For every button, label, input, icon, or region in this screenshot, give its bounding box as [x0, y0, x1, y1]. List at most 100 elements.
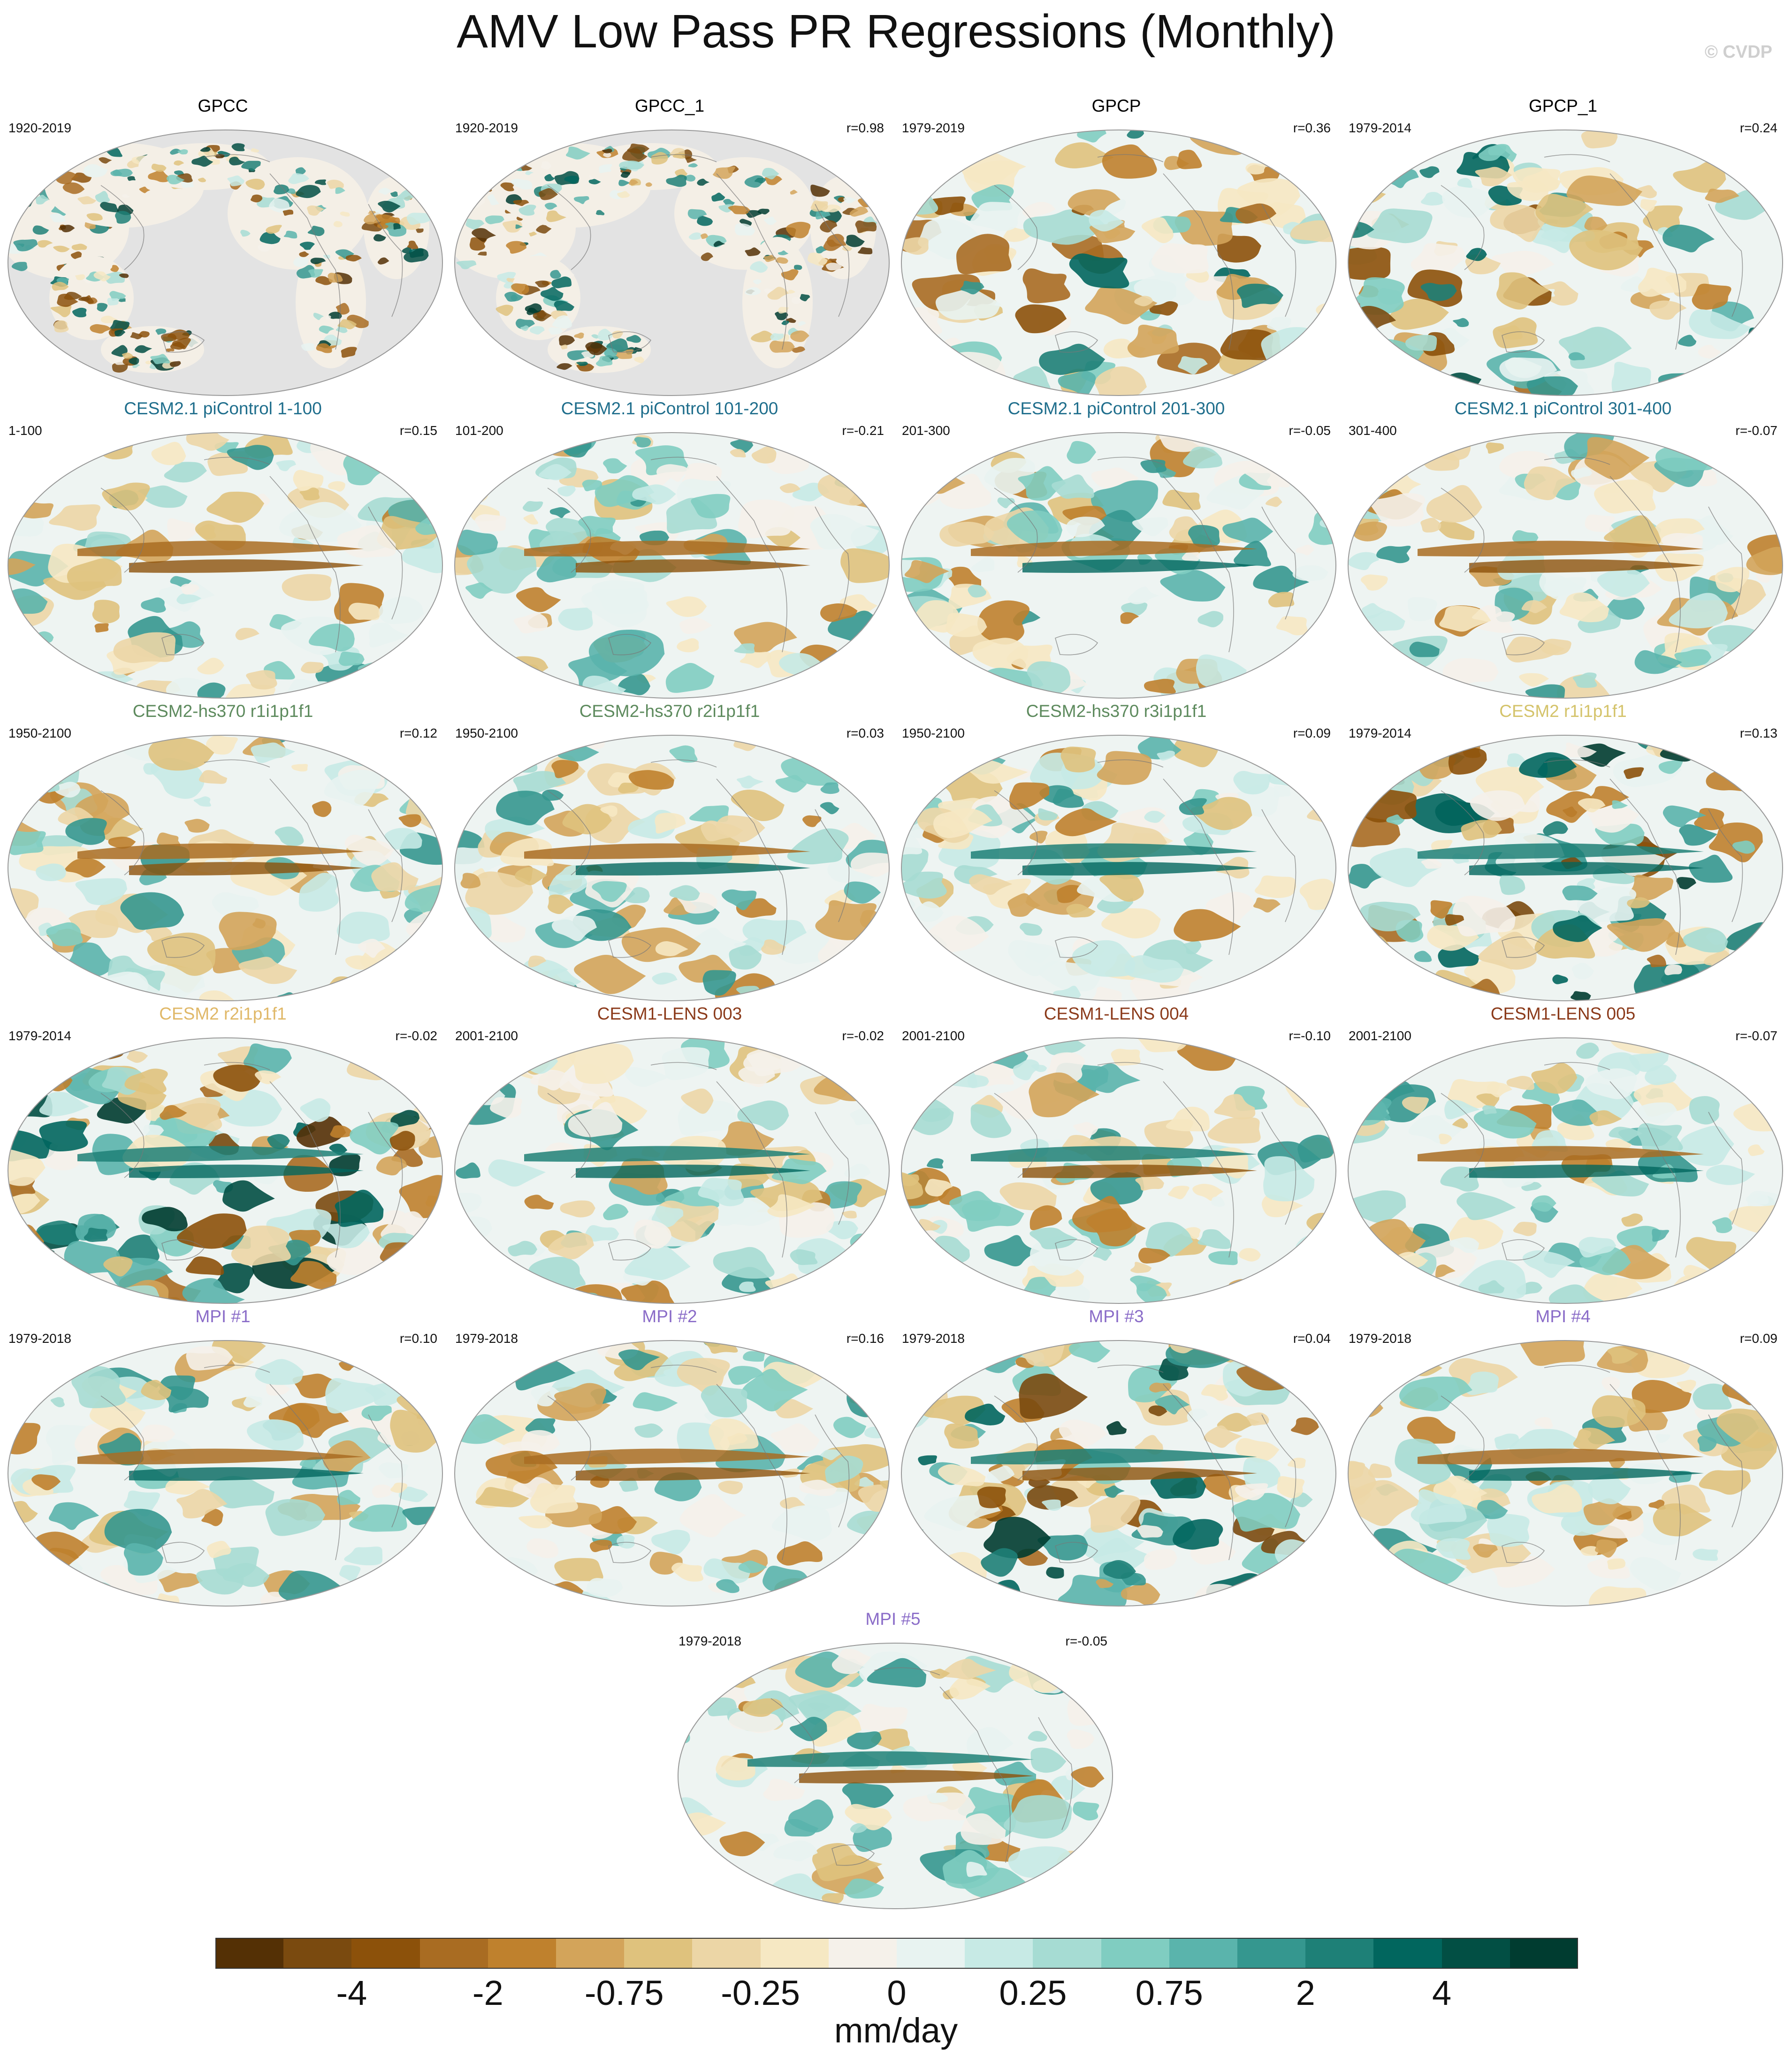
colorbar-tick-label: -0.75	[584, 1973, 664, 2012]
map-panel: MPI #4 1979-2018 r=0.09	[1340, 1307, 1786, 1607]
map-outline	[901, 129, 1336, 396]
cvdp-watermark: © CVDP	[1704, 42, 1772, 62]
panel-years: 1979-2014	[1349, 121, 1411, 135]
colorbar-cell	[1510, 1938, 1578, 1969]
panel-correlation: r=-0.07	[1735, 1028, 1778, 1043]
panel-correlation: r=0.10	[399, 1331, 437, 1346]
world-map	[8, 129, 443, 396]
map-panel: MPI #2 1979-2018 r=0.16	[447, 1307, 892, 1607]
colorbar-cell	[760, 1938, 829, 1969]
panel-years: 2001-2100	[1349, 1028, 1411, 1043]
map-field	[901, 1038, 1336, 1303]
panel-years: 1950-2100	[902, 726, 965, 740]
map-panel: GPCP_1 1979-2014 r=0.24	[1340, 96, 1786, 396]
panel-correlation: r=-0.02	[395, 1028, 438, 1043]
map-outline	[8, 735, 443, 1001]
panel-years: 1-100	[8, 423, 42, 438]
map-panel: MPI #3 1979-2018 r=0.04	[893, 1307, 1339, 1607]
map-field	[8, 1038, 442, 1303]
world-map	[1348, 1340, 1783, 1607]
panel-title: CESM2.1 piControl 1-100	[124, 399, 322, 418]
world-map	[1348, 735, 1783, 1001]
world-map	[1348, 129, 1783, 396]
panel-title: CESM2-hs370 r2i1p1f1	[579, 701, 760, 721]
map-field	[901, 130, 1336, 396]
world-map	[454, 1037, 890, 1304]
panel-title: GPCC_1	[634, 96, 705, 115]
map-outline	[901, 735, 1336, 1001]
map-panel: CESM2.1 piControl 1-100 1-100 r=0.15	[0, 399, 446, 699]
colorbar	[215, 1938, 1578, 1969]
panel-years: 1979-2019	[902, 121, 965, 135]
map-field	[1348, 1340, 1783, 1606]
map-field	[455, 1038, 889, 1303]
panel-years: 1979-2018	[902, 1331, 965, 1346]
colorbar-tick-label: 4	[1432, 1973, 1452, 2012]
panel-correlation: r=0.98	[846, 121, 884, 135]
panel-title: CESM1-LENS 005	[1490, 1004, 1636, 1023]
map-field	[1348, 130, 1783, 396]
map-panel: CESM2-hs370 r2i1p1f1 1950-2100 r=0.03	[447, 701, 892, 1001]
map-outline	[8, 129, 443, 396]
map-outline	[1348, 1340, 1783, 1607]
panel-correlation: r=0.04	[1293, 1331, 1331, 1346]
colorbar-cell	[1237, 1938, 1306, 1969]
panel-title: CESM1-LENS 004	[1044, 1004, 1189, 1023]
map-field	[678, 1643, 1113, 1909]
panel-correlation: r=0.03	[846, 726, 884, 740]
panel-title: MPI #2	[642, 1307, 697, 1326]
panel-title: CESM2 r1i1p1f1	[1499, 701, 1627, 721]
colorbar-cell	[1373, 1938, 1442, 1969]
map-field	[1348, 735, 1783, 1001]
panel-title: GPCC	[198, 96, 248, 115]
world-map	[901, 432, 1336, 699]
world-map	[1348, 432, 1783, 699]
colorbar-cell	[215, 1938, 284, 1969]
panel-title: GPCP_1	[1528, 96, 1597, 115]
panel-correlation: r=0.09	[1293, 726, 1331, 740]
colorbar-cell	[283, 1938, 352, 1969]
map-outline	[1348, 432, 1783, 699]
map-outline	[678, 1643, 1113, 1909]
panel-years: 1979-2018	[8, 1331, 71, 1346]
map-panel: GPCP 1979-2019 r=0.36	[893, 96, 1339, 396]
panel-years: 2001-2100	[455, 1028, 518, 1043]
panel-title: MPI #1	[195, 1307, 251, 1326]
colorbar-border	[215, 1938, 1578, 1969]
panel-title: CESM2.1 piControl 101-200	[561, 399, 778, 418]
colorbar-units: mm/day	[834, 2011, 958, 2050]
panel-correlation: r=-0.05	[1289, 423, 1331, 438]
map-outline	[901, 432, 1336, 699]
map-outline	[1348, 129, 1783, 396]
world-map	[901, 129, 1336, 396]
colorbar-cell	[1441, 1938, 1510, 1969]
map-panel: CESM2 r1i1p1f1 1979-2014 r=0.13	[1340, 701, 1786, 1001]
panel-years: 201-300	[902, 423, 950, 438]
colorbar-cell	[692, 1938, 761, 1969]
map-field	[455, 735, 889, 1001]
map-panel: CESM2-hs370 r1i1p1f1 1950-2100 r=0.12	[0, 701, 446, 1001]
panel-correlation: r=0.24	[1739, 121, 1777, 135]
world-map	[901, 1340, 1336, 1607]
panel-title: MPI #3	[1089, 1307, 1144, 1326]
panel-title: GPCP	[1091, 96, 1141, 115]
colorbar-cell	[897, 1938, 965, 1969]
map-outline	[454, 735, 890, 1001]
world-map	[454, 129, 890, 396]
colorbar-tick-label: 2	[1296, 1973, 1315, 2012]
map-field	[901, 735, 1336, 1001]
panel-years: 1979-2018	[1349, 1331, 1411, 1346]
world-map	[678, 1643, 1113, 1909]
panel-years: 1920-2019	[455, 121, 518, 135]
colorbar-cell	[1305, 1938, 1374, 1969]
map-field	[455, 130, 889, 396]
map-panel: GPCC_1 1920-2019 r=0.98	[447, 96, 892, 396]
panel-years: 1979-2018	[455, 1331, 518, 1346]
map-outline	[901, 1340, 1336, 1607]
map-panel: CESM2-hs370 r3i1p1f1 1950-2100 r=0.09	[893, 701, 1339, 1001]
colorbar-tick-label: -4	[336, 1973, 367, 2012]
panel-years: 101-200	[455, 423, 503, 438]
colorbar-cell	[1101, 1938, 1170, 1969]
map-outline	[1348, 735, 1783, 1001]
panel-years: 301-400	[1349, 423, 1397, 438]
